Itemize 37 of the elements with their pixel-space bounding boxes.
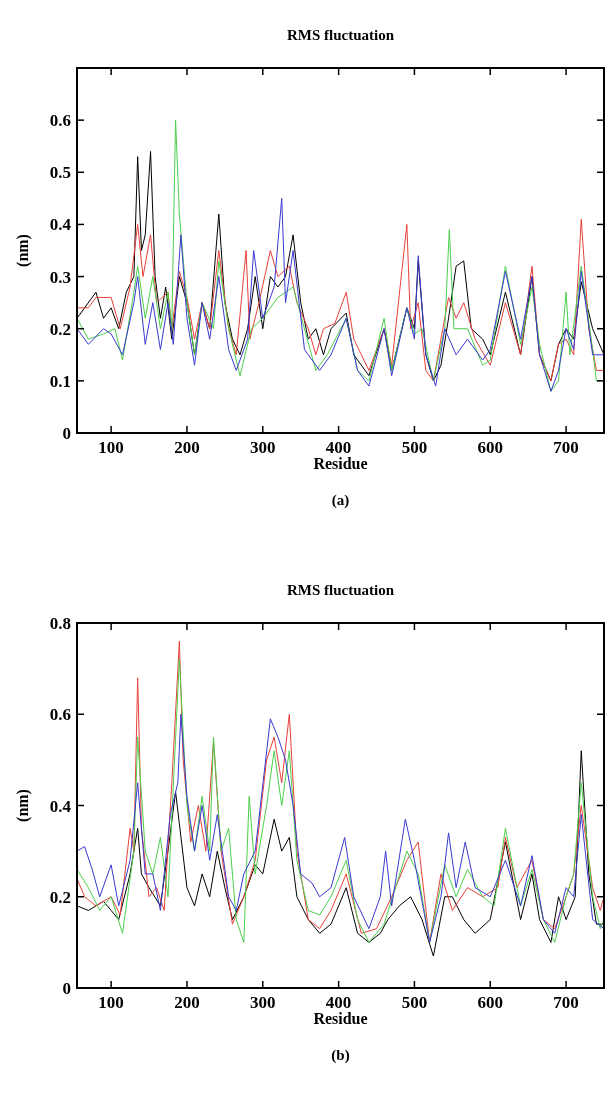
x-tick-label: 400 — [325, 993, 352, 1012]
x-tick-label: 700 — [553, 993, 579, 1012]
x-tick-label: 500 — [401, 438, 428, 457]
chart-title: RMS fluctuation — [286, 27, 395, 43]
line-series — [76, 218, 605, 382]
x-axis-title: Residue — [313, 1010, 368, 1027]
y-tick-label: 0.2 — [49, 887, 71, 907]
y-tick-label: 0.8 — [49, 614, 71, 633]
y-tick-label: 0.4 — [49, 215, 72, 235]
y-tick-label: 0 — [62, 979, 71, 998]
y-axis-title: (nm) — [14, 789, 32, 822]
x-tick-label: 300 — [250, 438, 276, 457]
chart-title: RMS fluctuation — [286, 582, 395, 598]
y-tick-label: 0.4 — [49, 796, 72, 816]
y-tick-label: 0.6 — [49, 111, 71, 131]
x-tick-label: 300 — [250, 993, 276, 1012]
y-tick-label: 0.5 — [49, 163, 71, 183]
y-tick-label: 0.6 — [49, 705, 71, 725]
y-tick-label: 0.3 — [49, 267, 71, 287]
x-tick-label: 200 — [174, 438, 200, 457]
x-tick-label: 700 — [553, 438, 579, 457]
text: (a) — [331, 492, 350, 509]
x-tick-label: 400 — [325, 438, 352, 457]
x-tick-label: 600 — [477, 993, 504, 1012]
y-tick-label: 0 — [62, 424, 71, 443]
x-axis-title: Residue — [313, 455, 368, 472]
x-tick-label: 100 — [98, 993, 124, 1012]
line-series — [76, 197, 605, 392]
line-series — [76, 713, 605, 943]
text: (b) — [331, 1047, 350, 1064]
x-tick-label: 100 — [98, 438, 124, 457]
y-tick-label: 0.1 — [49, 371, 71, 391]
x-tick-label: 200 — [174, 993, 200, 1012]
y-axis-title: (nm) — [14, 234, 32, 267]
x-tick-label: 500 — [401, 993, 428, 1012]
y-tick-label: 0.2 — [49, 319, 71, 339]
x-tick-label: 600 — [477, 438, 504, 457]
